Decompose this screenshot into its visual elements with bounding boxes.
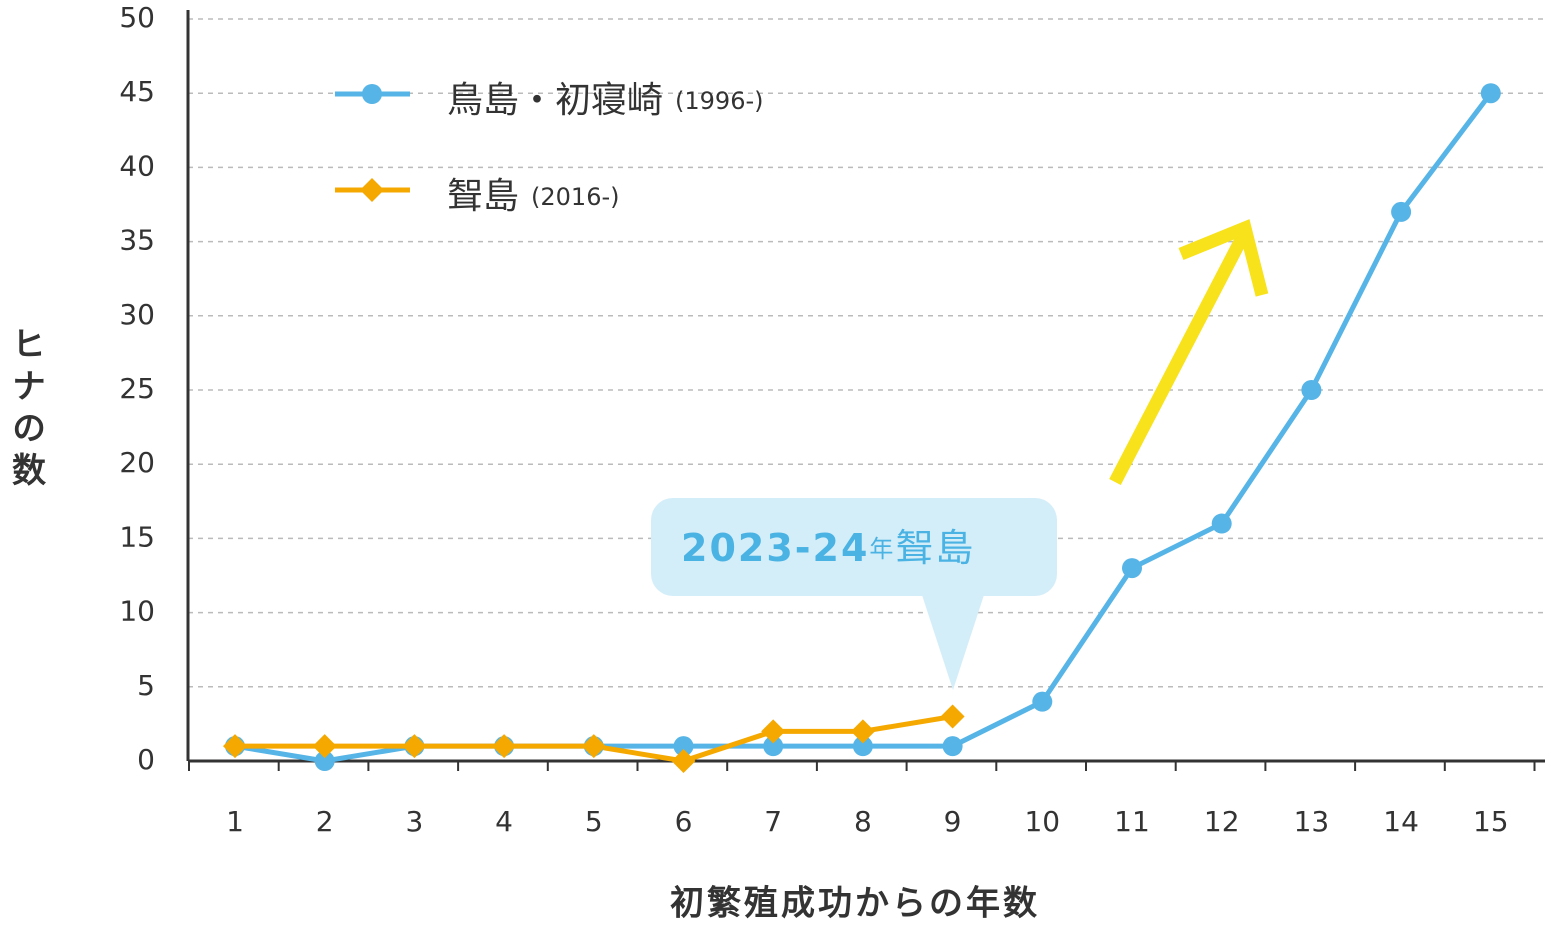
point <box>940 704 965 729</box>
x-tick-label: 13 <box>1294 805 1330 838</box>
x-tick-label: 15 <box>1473 805 1509 838</box>
point <box>581 734 606 759</box>
x-tick-label: 9 <box>944 805 962 838</box>
y-tick-label: 15 <box>119 520 155 553</box>
x-tick-label: 4 <box>495 805 513 838</box>
y-tick-label: 35 <box>119 224 155 257</box>
annotation-part: 2023-24 <box>681 526 869 570</box>
legend-label: 聟島 (2016-) <box>447 176 619 217</box>
point <box>223 734 247 759</box>
point <box>1301 380 1322 400</box>
point <box>1391 201 1412 222</box>
x-tick-label: 10 <box>1024 805 1060 838</box>
y-tick-label: 25 <box>119 372 155 405</box>
y-tick-label: 5 <box>137 669 155 702</box>
legend-period: (2016-) <box>531 183 619 211</box>
y-axis-label: ヒナの数 <box>6 326 46 494</box>
point <box>1211 513 1232 534</box>
y-tick-label: 0 <box>137 743 155 776</box>
y-tick-label: 10 <box>119 595 155 628</box>
x-axis-label: 初繁殖成功からの年数 <box>670 884 1040 924</box>
point <box>314 751 335 771</box>
point <box>671 749 696 773</box>
legend-name: 鳥島・初寝崎 <box>447 80 663 121</box>
arrow <box>1109 219 1269 486</box>
point <box>850 719 875 744</box>
annotation: 2023-24年聟島 <box>681 526 975 570</box>
y-tick-label: 50 <box>119 1 155 34</box>
x-tick-label: 8 <box>854 805 872 838</box>
x-tick-label: 7 <box>764 805 782 838</box>
point <box>1032 691 1053 712</box>
y-tick-label: 45 <box>119 75 155 108</box>
point <box>360 178 384 202</box>
point <box>362 84 382 104</box>
point <box>402 734 427 759</box>
y-tick-label: 30 <box>119 298 155 331</box>
x-tick-label: 12 <box>1204 805 1240 838</box>
legend-name: 聟島 <box>447 176 519 217</box>
x-tick-label: 14 <box>1383 805 1419 838</box>
x-tick-label: 5 <box>585 805 603 838</box>
x-tick-label: 11 <box>1114 805 1150 838</box>
legend-label: 鳥島・初寝崎 (1996-) <box>447 80 763 121</box>
point <box>1122 558 1142 579</box>
x-tick-label: 6 <box>675 805 693 838</box>
point <box>673 736 694 757</box>
x-tick-label: 1 <box>226 805 244 838</box>
y-tick-label: 20 <box>119 446 155 479</box>
point <box>942 736 963 757</box>
point <box>312 734 337 759</box>
x-tick-label: 3 <box>405 805 423 838</box>
x-tick-label: 2 <box>316 805 334 838</box>
callout: 2023-24年聟島 <box>651 498 1057 690</box>
y-tick-label: 40 <box>119 149 155 182</box>
legend-period: (1996-) <box>675 87 763 115</box>
series-line <box>234 91 1493 764</box>
annotation-part: 聟島 <box>895 526 975 570</box>
point <box>763 736 784 757</box>
point <box>852 736 873 757</box>
annotation-part: 年 <box>869 535 895 563</box>
point <box>761 719 786 744</box>
point <box>1480 83 1501 104</box>
point <box>492 734 517 759</box>
